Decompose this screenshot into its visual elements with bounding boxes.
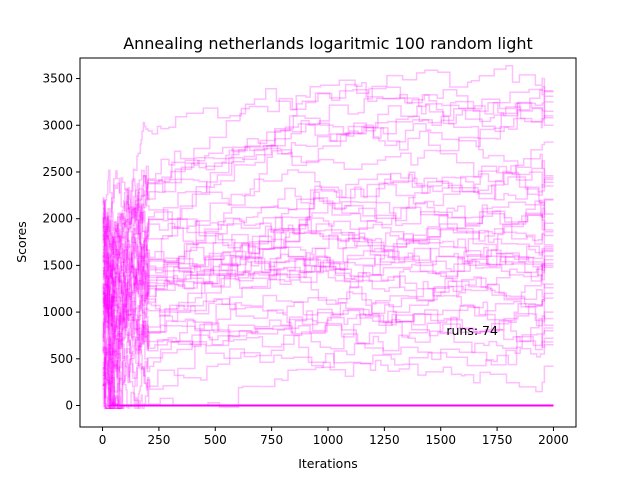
x-tick-label: 1750 (482, 433, 513, 447)
series-line (102, 145, 554, 259)
series-line (102, 212, 554, 407)
series-line (102, 232, 554, 352)
series-line (102, 153, 554, 251)
x-axis: 0 250 500 750 1000 1250 1500 1750 2000 (99, 427, 569, 447)
y-tick-label: 2500 (42, 165, 73, 179)
series-line (102, 260, 554, 407)
series-line (102, 301, 554, 410)
series-line (102, 291, 554, 409)
series-line (102, 201, 554, 407)
series-line (102, 196, 554, 407)
series-line (102, 387, 554, 409)
series-line (102, 225, 554, 407)
chart-title: Annealing netherlands logaritmic 100 ran… (123, 34, 533, 53)
series-line (102, 334, 554, 409)
series-line (102, 351, 554, 410)
series-line (102, 86, 554, 292)
series-layer (102, 65, 554, 410)
series-line (102, 274, 554, 387)
y-axis-label: Scores (14, 221, 29, 263)
series-line (102, 102, 554, 295)
series-line (102, 115, 554, 307)
series-line (102, 217, 554, 342)
series-line (102, 300, 554, 381)
series-line (102, 219, 554, 399)
series-line (102, 217, 554, 410)
y-tick-label: 3000 (42, 118, 73, 132)
y-tick-label: 3500 (42, 72, 73, 86)
series-line (102, 274, 554, 393)
series-line (102, 200, 554, 407)
series-line (102, 361, 554, 410)
y-tick-label: 500 (50, 352, 73, 366)
x-tick-label: 0 (99, 433, 107, 447)
series-line (102, 367, 554, 410)
series-line (102, 160, 554, 392)
series-line (102, 197, 554, 370)
series-line (102, 199, 554, 337)
series-line (102, 202, 554, 283)
series-line (102, 338, 554, 407)
y-tick-label: 1000 (42, 305, 73, 319)
series-line (102, 220, 554, 294)
y-axis: 0 500 1000 1500 2000 2500 3000 3500 (42, 72, 80, 413)
series-line (102, 348, 554, 410)
x-tick-label: 1500 (425, 433, 456, 447)
series-line (102, 222, 554, 315)
y-tick-label: 1500 (42, 258, 73, 272)
series-line (102, 104, 554, 310)
series-line (102, 176, 554, 309)
series-line (102, 277, 554, 410)
y-tick-label: 0 (65, 399, 73, 413)
series-line (102, 229, 554, 347)
series-line (102, 298, 554, 407)
series-line (102, 246, 554, 410)
series-line (102, 65, 554, 387)
series-line (102, 346, 554, 410)
series-line (102, 204, 554, 316)
runs-annotation: runs: 74 (446, 323, 498, 338)
series-line (102, 235, 554, 409)
x-tick-label: 750 (260, 433, 283, 447)
series-line (102, 223, 554, 303)
series-line (102, 372, 554, 410)
series-line (102, 336, 554, 410)
series-line (102, 222, 554, 274)
series-line (102, 226, 554, 407)
y-tick-label: 2000 (42, 212, 73, 226)
series-line (102, 79, 554, 258)
series-line (102, 218, 554, 329)
series-line (102, 315, 554, 408)
series-line (102, 171, 554, 258)
series-line (102, 177, 554, 276)
series-line (102, 383, 554, 410)
series-line (102, 214, 554, 391)
series-line (102, 207, 554, 407)
x-tick-label: 500 (204, 433, 227, 447)
series-line (102, 124, 554, 348)
x-tick-label: 250 (147, 433, 170, 447)
series-line (102, 165, 554, 315)
series-line (102, 200, 554, 325)
series-line (102, 287, 554, 407)
series-line (102, 278, 554, 407)
series-line (102, 88, 554, 316)
series-line (102, 169, 554, 351)
series-line (102, 83, 554, 278)
series-line (102, 318, 554, 408)
x-tick-label: 1000 (313, 433, 344, 447)
series-line (102, 199, 554, 407)
series-line (102, 204, 554, 334)
series-line (102, 368, 554, 410)
series-line (102, 218, 554, 319)
x-axis-label: Iterations (298, 456, 358, 471)
x-tick-label: 2000 (538, 433, 569, 447)
series-line (102, 292, 554, 407)
x-tick-label: 1250 (369, 433, 400, 447)
series-line (102, 202, 554, 407)
series-line (102, 287, 554, 407)
series-line (102, 255, 554, 337)
series-line (102, 280, 554, 355)
